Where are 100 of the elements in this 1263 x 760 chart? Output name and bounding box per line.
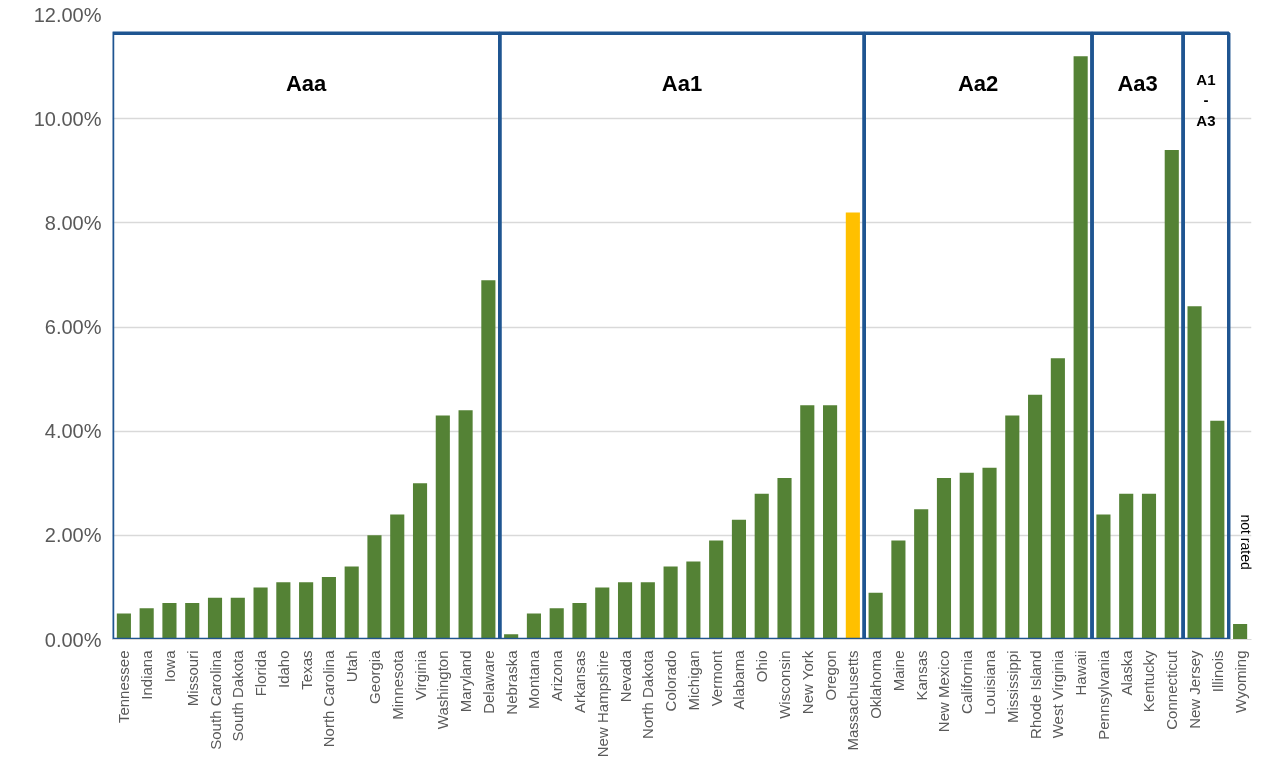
y-tick-label: 0.00% [44, 628, 102, 651]
bar [1141, 493, 1157, 640]
annotation: A1 - A3 [1196, 70, 1216, 129]
bar [982, 467, 997, 640]
x-tick-label: New Hampshire [593, 650, 611, 758]
bar [435, 415, 450, 640]
y-tick-label: 12.00% [33, 3, 102, 26]
bar [754, 493, 769, 640]
x-tick-label: Idaho [274, 650, 292, 689]
annotation: Aa1 [661, 70, 703, 96]
bar [823, 405, 838, 640]
x-tick-label: Colorado [662, 650, 680, 712]
bar [299, 582, 314, 640]
x-tick-label: Tennessee [115, 650, 133, 724]
x-tick-label: Indiana [138, 649, 156, 700]
x-tick-label: Wyoming [1231, 650, 1249, 713]
x-tick-label: Oregon [821, 650, 839, 701]
bar [891, 540, 906, 640]
bar [367, 535, 382, 640]
x-tick-label: Maryland [457, 650, 475, 713]
y-tick-label: 8.00% [44, 211, 102, 234]
x-tick-label: Mississippi [1003, 650, 1021, 724]
bar [572, 603, 587, 640]
x-tick-label: Illinois [1208, 650, 1226, 693]
x-tick-label: South Carolina [206, 649, 224, 750]
bar [959, 472, 974, 640]
bar [709, 540, 724, 640]
bar [1073, 56, 1088, 640]
x-tick-label: Rhode Island [1026, 650, 1044, 739]
bar [1210, 420, 1225, 640]
bar [595, 587, 610, 640]
x-tick-label: Massachusetts [844, 650, 862, 751]
x-tick-label: Virginia [411, 649, 429, 701]
y-tick-label: 10.00% [33, 107, 102, 130]
bar [1187, 306, 1202, 640]
x-tick-label: New Mexico [935, 650, 953, 733]
bar [1164, 149, 1179, 640]
x-tick-label: Florida [252, 649, 270, 697]
bar [458, 410, 473, 640]
x-tick-label: South Dakota [229, 649, 247, 742]
x-tick-label: Georgia [365, 649, 383, 704]
bar [731, 519, 747, 640]
bar [777, 478, 792, 640]
x-tick-label: North Carolina [320, 649, 338, 748]
x-tick-label: Minnesota [388, 649, 406, 720]
bar [640, 582, 655, 640]
x-tick-label: West Virginia [1049, 649, 1067, 739]
x-tick-label: North Dakota [639, 649, 657, 739]
bar [390, 514, 405, 640]
bar [617, 582, 633, 640]
annotation: not rated [1238, 514, 1255, 570]
bar [139, 608, 154, 640]
x-tick-label: Arkansas [570, 650, 588, 714]
bar [663, 566, 678, 640]
x-tick-label: Michigan [684, 650, 702, 711]
x-tick-label: Missouri [183, 650, 201, 707]
x-tick-label: Iowa [160, 649, 178, 683]
bar [481, 280, 496, 640]
bar [162, 603, 177, 640]
bar [1028, 394, 1043, 640]
x-tick-label: Alabama [730, 649, 748, 710]
bar [914, 509, 929, 640]
x-tick-label: New Jersey [1186, 650, 1204, 729]
x-tick-label: Arizona [548, 649, 566, 702]
x-tick-label: Kentucky [1140, 650, 1158, 713]
x-tick-label: Nevada [616, 649, 634, 703]
x-tick-label: Oklahoma [867, 649, 885, 719]
x-tick-label: California [958, 649, 976, 714]
annotation: Aa2 [957, 70, 999, 96]
x-tick-label: Ohio [753, 650, 771, 683]
x-tick-label: Utah [343, 650, 361, 683]
x-tick-label: Maine [889, 650, 907, 692]
x-tick-label: Texas [297, 650, 315, 690]
x-tick-label: Delaware [479, 650, 497, 714]
x-tick-label: Pennsylvania [1094, 649, 1112, 740]
annotation: Aa3 [1117, 70, 1158, 96]
bar [185, 603, 200, 640]
y-tick-label: 4.00% [44, 420, 102, 443]
bar [276, 582, 291, 640]
x-tick-label: Vermont [707, 649, 725, 707]
x-tick-label: Kansas [912, 650, 930, 701]
x-tick-label: Montana [525, 649, 543, 709]
x-tick-label: Louisiana [981, 649, 999, 715]
bar [686, 561, 701, 640]
x-tick-label: Washington [434, 650, 452, 730]
x-tick-label: Alaska [1117, 649, 1135, 696]
bar [1233, 623, 1248, 640]
bar [1005, 415, 1020, 640]
x-tick-label: Nebraska [502, 649, 520, 715]
bar [230, 597, 245, 640]
bar [116, 613, 131, 640]
y-tick-label: 2.00% [44, 524, 102, 547]
x-tick-label: Hawaii [1072, 650, 1090, 696]
y-tick-label: 6.00% [44, 316, 102, 338]
bar [800, 405, 815, 640]
annotation: Aaa [285, 70, 328, 96]
bar [412, 483, 428, 640]
bar [868, 592, 883, 640]
bar [936, 478, 952, 640]
bar [526, 613, 541, 640]
